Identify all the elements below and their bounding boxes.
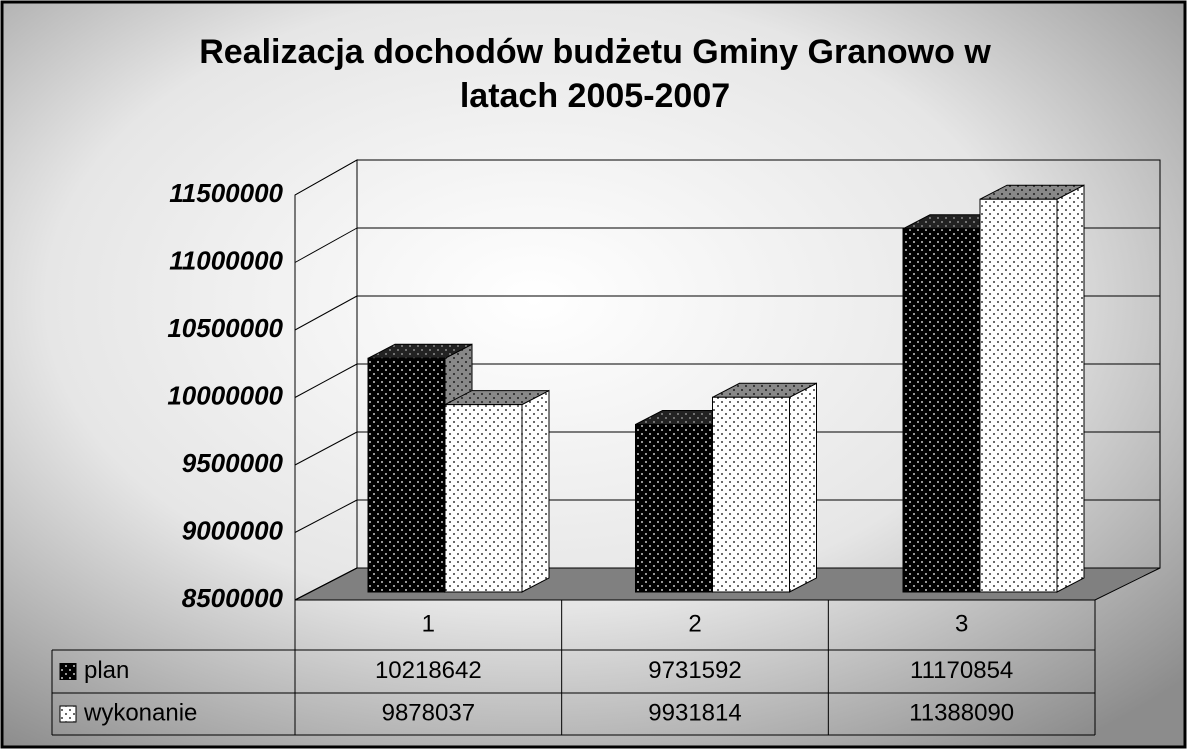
bar-front: [979, 198, 1058, 593]
bar: [444, 389, 550, 593]
y-tick-label: 11500000: [169, 178, 283, 208]
grid-line: [294, 295, 358, 331]
x-tick-label: 2: [688, 610, 701, 637]
x-tick-label: 1: [422, 610, 435, 637]
table-value: 9931814: [648, 699, 741, 726]
table-value: 10218642: [375, 657, 482, 684]
table-value: 11170854: [910, 657, 1013, 684]
bar-front: [712, 396, 790, 593]
bar-front: [902, 228, 981, 593]
grid-line: [294, 431, 358, 466]
bar-side: [789, 382, 817, 593]
y-tick-label: 11000000: [169, 245, 283, 275]
grid-line: [294, 227, 358, 263]
legend-key: [59, 663, 77, 680]
legend-label: plan: [84, 657, 129, 684]
y-tick-label: 10000000: [167, 380, 283, 410]
bar-front: [367, 357, 446, 593]
bar-front: [635, 424, 713, 593]
bar-side: [1056, 184, 1085, 593]
grid-line: [294, 363, 358, 398]
bar: [712, 382, 817, 593]
grid-line: [294, 499, 358, 533]
y-tick-label: 8500000: [182, 583, 284, 613]
bar-front: [444, 404, 523, 593]
legend-label: wykonanie: [83, 699, 197, 726]
table-value: 9878037: [382, 699, 475, 726]
chart-title: Realizacja dochodów budżetu Gminy Granow…: [199, 33, 991, 115]
x-tick-label: 3: [955, 610, 968, 637]
table-value: 11388090: [909, 699, 1014, 726]
legend-key: [59, 705, 77, 723]
bar-side: [521, 389, 550, 593]
y-tick-label: 10500000: [167, 313, 283, 343]
y-tick-label: 9500000: [182, 448, 284, 478]
table-value: 9731592: [648, 657, 741, 684]
grid-line: [294, 567, 358, 601]
grid-line: [294, 159, 358, 196]
y-tick-label: 9000000: [182, 515, 284, 545]
bar: [979, 184, 1085, 593]
